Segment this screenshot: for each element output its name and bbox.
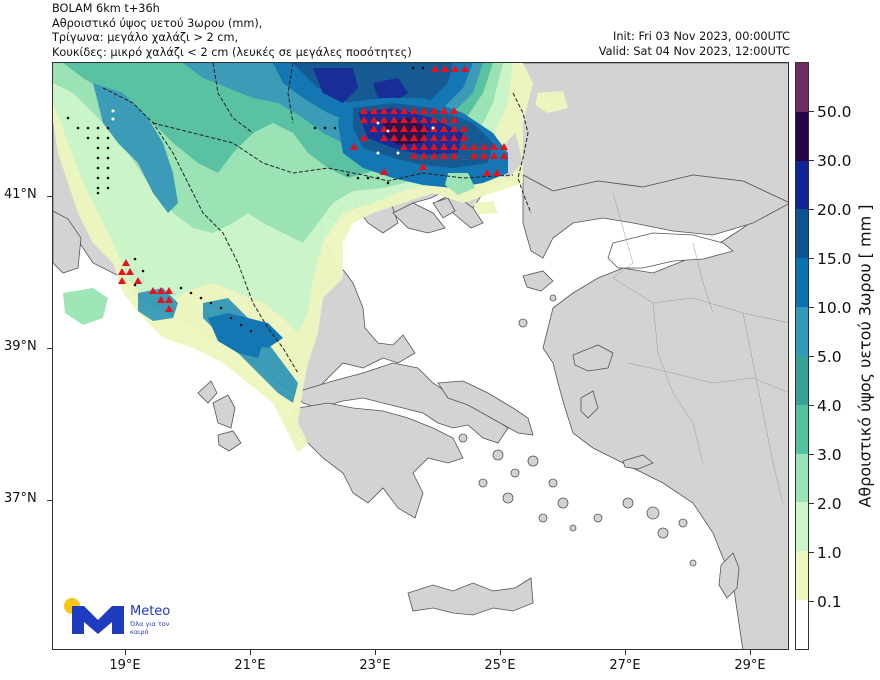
- title-line-dots-legend: Κουκίδες: μικρό χαλάζι < 2 cm (λευκές σε…: [52, 45, 412, 59]
- colorbar-label-15: 15.0: [817, 250, 852, 268]
- y-tick-mark: [47, 500, 52, 501]
- colorbar-tick-mark: [809, 258, 814, 259]
- title-line-variable: Αθροιστικό ύψος υετού 3ωρου (mm),: [52, 16, 263, 30]
- logo-tagline: Όλα για τον καιρό: [130, 620, 170, 636]
- colorbar-label-2: 2.0: [817, 495, 842, 513]
- admin-lines: [612, 192, 788, 504]
- init-time: Init: Fri 03 Nov 2023, 00:00UTC: [613, 30, 790, 43]
- border-lines: [102, 63, 532, 374]
- x-tick-mark: [750, 650, 751, 655]
- x-tick-mark: [625, 650, 626, 655]
- map-canvas: [53, 63, 788, 649]
- x-tick-27e: 27°E: [609, 658, 641, 673]
- colorbar-tick-mark: [809, 160, 814, 161]
- colorbar-segment: [796, 404, 808, 454]
- hail-small-markers: [66, 66, 425, 333]
- meteo-logo: Meteo Όλα για τον καιρό: [62, 598, 182, 642]
- title-line-model: BOLAM 6km t+36h: [52, 2, 160, 15]
- colorbar-title: Αθροιστικό ύψος υετού 3ωρου [ mm ]: [855, 204, 875, 508]
- logo-brand: Meteo: [130, 604, 171, 619]
- colorbar-label-20: 20.0: [817, 201, 852, 219]
- colorbar-tick-mark: [809, 307, 814, 308]
- colorbar-label-0-1: 0.1: [817, 593, 842, 611]
- precip-layer: [53, 63, 568, 453]
- x-tick-19e: 19°E: [109, 658, 141, 673]
- x-tick-mark: [500, 650, 501, 655]
- map-panel: [52, 62, 789, 650]
- colorbar: [795, 62, 809, 650]
- colorbar-label-10: 10.0: [817, 299, 852, 317]
- colorbar-label-3: 3.0: [817, 446, 842, 464]
- colorbar-segment: [796, 307, 808, 356]
- hail-small-white-markers: [111, 109, 435, 155]
- colorbar-tick-mark: [809, 111, 814, 112]
- colorbar-segment: [796, 355, 808, 405]
- x-tick-25e: 25°E: [484, 658, 516, 673]
- m-logo-icon: [72, 606, 124, 634]
- x-tick-23e: 23°E: [359, 658, 391, 673]
- colorbar-label-50: 50.0: [817, 103, 852, 121]
- colorbar-tick-mark: [809, 601, 814, 602]
- colorbar-tick-mark: [809, 552, 814, 553]
- colorbar-segment: [796, 502, 808, 552]
- y-tick-mark: [47, 348, 52, 349]
- colorbar-tick-mark: [809, 503, 814, 504]
- y-tick-39n: 39°N: [4, 339, 37, 354]
- y-tick-mark: [47, 196, 52, 197]
- y-tick-37n: 37°N: [4, 491, 37, 506]
- colorbar-tick-mark: [809, 356, 814, 357]
- run-times: Init: Fri 03 Nov 2023, 00:00UTC Valid: S…: [599, 30, 790, 59]
- x-tick-29e: 29°E: [734, 658, 766, 673]
- chart-title: BOLAM 6km t+36h Αθροιστικό ύψος υετού 3ω…: [52, 2, 412, 60]
- valid-time: Valid: Sat 04 Nov 2023, 12:00UTC: [598, 44, 790, 58]
- title-line-triangles-legend: Τρίγωνα: μεγάλο χαλάζι > 2 cm,: [52, 31, 239, 44]
- colorbar-segment: [796, 600, 808, 649]
- colorbar-tick-mark: [809, 209, 814, 210]
- colorbar-segment: [796, 258, 808, 308]
- x-tick-21e: 21°E: [234, 658, 266, 673]
- colorbar-segment: [796, 63, 808, 112]
- x-tick-mark: [125, 650, 126, 655]
- colorbar-segment: [796, 111, 808, 161]
- colorbar-tick-mark: [809, 454, 814, 455]
- colorbar-segment: [796, 209, 808, 259]
- colorbar-segment: [796, 160, 808, 210]
- colorbar-label-5: 5.0: [817, 348, 842, 366]
- colorbar-label-30: 30.0: [817, 152, 852, 170]
- colorbar-tick-mark: [809, 405, 814, 406]
- x-tick-mark: [250, 650, 251, 655]
- colorbar-label-1: 1.0: [817, 544, 842, 562]
- colorbar-segment: [796, 551, 808, 601]
- colorbar-label-4: 4.0: [817, 397, 842, 415]
- colorbar-segment: [796, 453, 808, 503]
- x-tick-mark: [375, 650, 376, 655]
- hail-large-markers: [118, 65, 508, 312]
- y-tick-41n: 41°N: [4, 187, 37, 202]
